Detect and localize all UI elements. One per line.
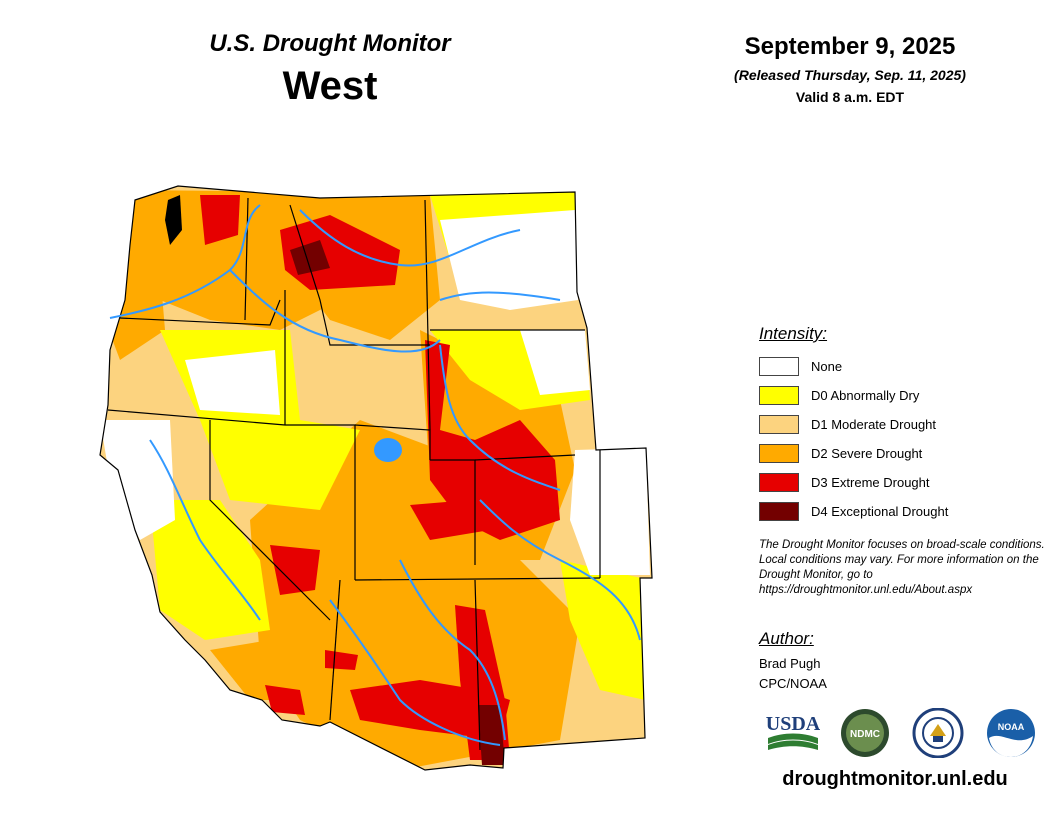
legend-item-d3: D3 Extreme Drought bbox=[759, 471, 930, 493]
great-salt-lake bbox=[374, 438, 402, 462]
map-title: West bbox=[282, 64, 378, 108]
legend-label: D4 Exceptional Drought bbox=[811, 503, 949, 519]
legend-label: None bbox=[811, 358, 843, 374]
drought-map bbox=[99, 185, 653, 771]
author-heading: Author: bbox=[759, 629, 814, 648]
d3-washington bbox=[200, 195, 240, 245]
d3-nevada bbox=[270, 545, 320, 595]
legend-item-d2: D2 Severe Drought bbox=[759, 442, 922, 464]
d3-california-south bbox=[265, 685, 305, 715]
legend-swatch bbox=[759, 385, 799, 405]
noaa-logo: NOAA bbox=[987, 709, 1035, 757]
none-oregon bbox=[185, 350, 280, 415]
d2-nevada-south bbox=[210, 640, 290, 700]
rivers bbox=[109, 204, 641, 746]
d3-wyoming bbox=[425, 340, 560, 540]
legend-swatch bbox=[759, 356, 799, 376]
legend-swatch bbox=[759, 472, 799, 492]
none-south-dakota bbox=[520, 330, 590, 395]
legend-item-d1: D1 Moderate Drought bbox=[759, 413, 936, 435]
valid-time: Valid 8 a.m. EDT bbox=[795, 89, 905, 105]
map-date: September 9, 2025 bbox=[744, 33, 956, 60]
none-california-north bbox=[100, 420, 175, 540]
d4-new-mexico bbox=[478, 705, 505, 765]
legend-label: D0 Abnormally Dry bbox=[811, 387, 920, 403]
legend-label: D3 Extreme Drought bbox=[811, 474, 930, 490]
legend-item-none: None bbox=[759, 355, 842, 377]
release-date: (Released Thursday, Sep. 11, 2025) bbox=[734, 67, 966, 83]
none-kansas bbox=[570, 448, 650, 575]
d0-plains-east bbox=[560, 560, 650, 700]
disclaimer-note: The Drought Monitor focuses on broad-sca… bbox=[759, 539, 1045, 596]
puget-sound bbox=[165, 195, 182, 245]
legend-swatch bbox=[759, 414, 799, 434]
d3-arizona-west bbox=[325, 650, 358, 670]
author-org: CPC/NOAA bbox=[759, 676, 827, 691]
legend-item-d0: D0 Abnormally Dry bbox=[759, 384, 919, 406]
website-url[interactable]: droughtmonitor.unl.edu bbox=[782, 768, 1008, 790]
state-boundaries bbox=[99, 185, 653, 771]
usda-logo-text: USDA bbox=[766, 713, 820, 735]
legend-swatch bbox=[759, 443, 799, 463]
author-name: Brad Pugh bbox=[759, 656, 821, 671]
commerce-seal-icon bbox=[912, 708, 964, 758]
noaa-logo-text: NOAA bbox=[998, 722, 1025, 732]
legend-item-d4: D4 Exceptional Drought bbox=[759, 500, 948, 522]
usda-logo: USDA bbox=[766, 713, 820, 750]
map-subtitle: U.S. Drought Monitor bbox=[209, 30, 451, 57]
legend-title: Intensity: bbox=[759, 324, 828, 343]
d3-colorado bbox=[410, 500, 490, 540]
ndmc-logo: NDMC bbox=[841, 709, 889, 757]
d4-montana bbox=[290, 240, 330, 275]
d0-california bbox=[150, 500, 270, 640]
legend-label: D2 Severe Drought bbox=[811, 445, 923, 461]
ndmc-logo-text: NDMC bbox=[850, 729, 880, 740]
none-north-dakota bbox=[440, 210, 578, 310]
legend-swatch bbox=[759, 501, 799, 521]
legend-label: D1 Moderate Drought bbox=[811, 416, 937, 432]
